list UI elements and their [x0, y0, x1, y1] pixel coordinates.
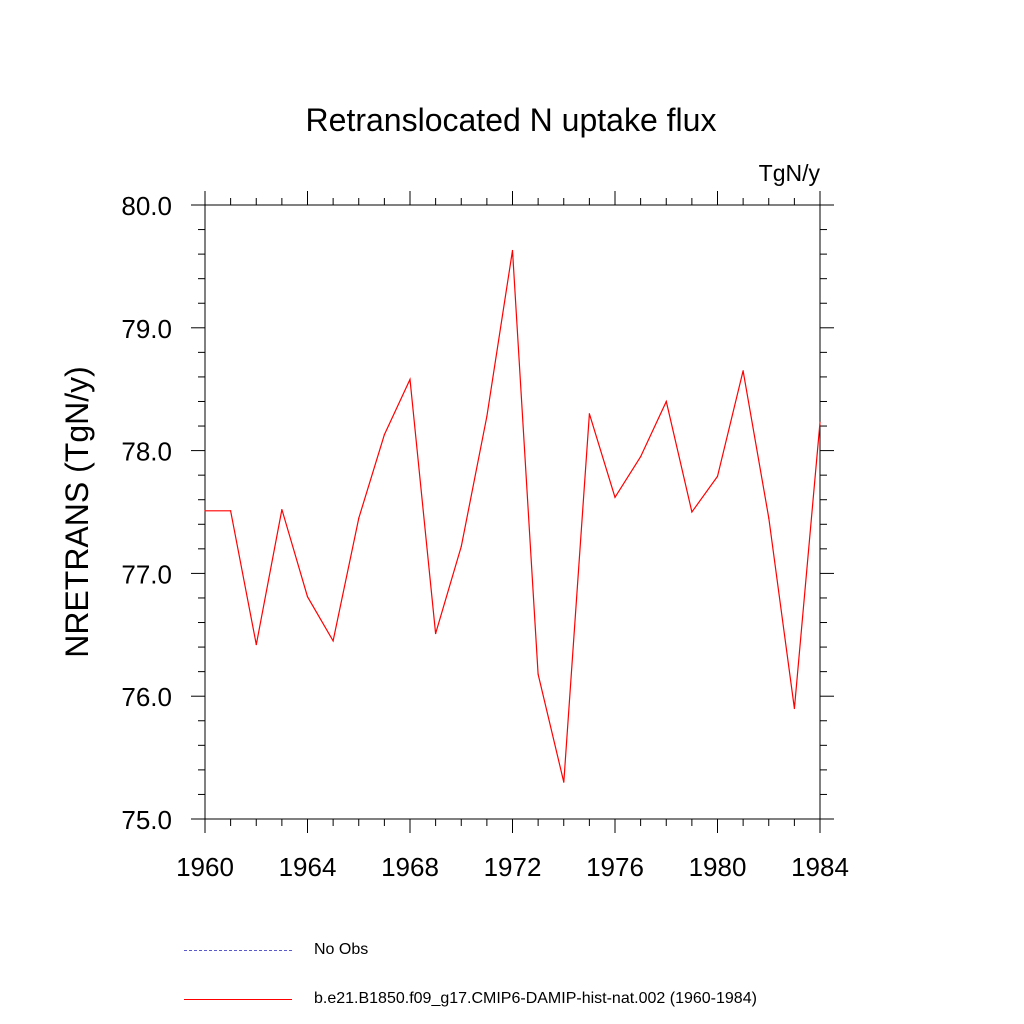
y-tick-label: 78.0	[121, 437, 172, 467]
legend-entry-model: b.e21.B1850.f09_g17.CMIP6-DAMIP-hist-nat…	[184, 990, 757, 1008]
data-point	[486, 415, 488, 417]
data-point	[358, 517, 360, 519]
axes: 1960 1964 1968 1972 1976 1980 1984 75.0 76.0 77.0…	[121, 191, 849, 882]
x-tick-label: 1960	[176, 852, 234, 882]
data-point	[768, 517, 770, 519]
y-tick-label: 75.0	[121, 805, 172, 835]
legend-label-model: b.e21.B1850.f09_g17.CMIP6-DAMIP-hist-nat…	[314, 990, 757, 1007]
chart-title: Retranslocated N uptake flux	[306, 102, 717, 138]
data-point	[255, 644, 257, 646]
data-point	[563, 781, 565, 783]
y-tick-label: 79.0	[121, 314, 172, 344]
data-point	[204, 510, 206, 512]
x-tick-label: 1972	[484, 852, 542, 882]
data-point	[511, 249, 514, 252]
x-tick-label: 1964	[279, 852, 337, 882]
data-point	[819, 421, 821, 423]
data-point	[383, 434, 385, 436]
x-tick-label: 1976	[586, 852, 644, 882]
data-point	[306, 596, 309, 598]
y-axis-label: NRETRANS (TgN/y)	[59, 366, 95, 658]
units-label: TgN/y	[759, 160, 821, 186]
series-group	[204, 249, 821, 783]
data-point	[281, 508, 283, 511]
solid-line-swatch-icon	[184, 998, 292, 1000]
data-point	[716, 475, 719, 477]
data-point	[332, 640, 334, 642]
data-point	[460, 545, 462, 547]
data-point	[537, 673, 539, 675]
legend-label-obs: No Obs	[314, 941, 369, 958]
y-tick-label: 76.0	[121, 682, 172, 712]
data-point	[640, 456, 642, 458]
x-tick-label: 1984	[791, 852, 849, 882]
data-point	[742, 370, 744, 372]
x-tick-label: 1980	[689, 852, 747, 882]
dashed-line-swatch-icon	[184, 949, 292, 951]
data-point	[665, 400, 667, 403]
data-point	[435, 632, 437, 635]
series-line-0	[205, 250, 821, 783]
data-point	[691, 511, 693, 513]
y-tick-label: 80.0	[121, 191, 172, 221]
data-point	[793, 707, 795, 710]
data-point	[409, 378, 411, 380]
y-tick-label: 77.0	[121, 559, 172, 589]
data-point	[614, 496, 616, 498]
plot-frame	[204, 204, 821, 820]
x-tick-label: 1968	[381, 852, 439, 882]
data-point	[230, 510, 232, 512]
data-point	[588, 413, 590, 415]
legend-entry-obs: No Obs	[184, 941, 368, 959]
